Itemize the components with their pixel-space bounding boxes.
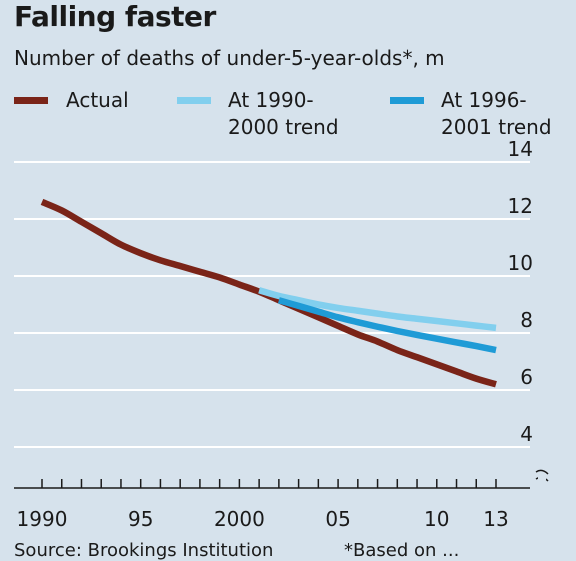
- legend-swatch-actual: [14, 97, 48, 104]
- y-tick-label: 10: [508, 251, 533, 275]
- legend-label-trend-1996-2001: At 1996- 2001 trend: [441, 87, 552, 141]
- source-note: Source: Brookings Institution: [14, 540, 274, 561]
- legend-label-trend-1996-2001-line2: 2001 trend: [441, 115, 552, 139]
- y-tick-label: 8: [520, 308, 533, 332]
- y-tick-label: 4: [520, 422, 533, 446]
- legend-label-trend-1990-2000: At 1990- 2000 trend: [228, 87, 339, 141]
- x-tick-label: 2000: [214, 507, 265, 531]
- legend-label-trend-1990-2000-line1: At 1990-: [228, 88, 314, 112]
- series-line-at-1990-2000-trend: [258, 287, 497, 332]
- x-tick-label: 10: [424, 507, 449, 531]
- legend-label-actual-line1: Actual: [66, 88, 129, 112]
- y-tick-label: 14: [508, 137, 533, 161]
- legend-swatch-trend-1996-2001: [390, 97, 424, 104]
- y-tick-label: 12: [508, 194, 533, 218]
- x-tick-label: 1990: [17, 507, 68, 531]
- axis-break-gap: [538, 473, 546, 480]
- chart-title: Falling faster: [14, 0, 216, 33]
- legend-swatch-trend-1990-2000: [177, 97, 211, 104]
- series-line-at-1996-2001-trend: [277, 297, 497, 354]
- legend-label-trend-1990-2000-line2: 2000 trend: [228, 115, 339, 139]
- legend-label-trend-1996-2001-line1: At 1996-: [441, 88, 527, 112]
- x-tick-label: 95: [128, 507, 153, 531]
- x-tick-label: 05: [325, 507, 350, 531]
- legend-label-actual: Actual: [66, 87, 129, 114]
- chart-subtitle: Number of deaths of under-5-year-olds*, …: [14, 46, 445, 70]
- y-tick-label: 6: [520, 365, 533, 389]
- x-tick-label: 13: [483, 507, 508, 531]
- footnote: *Based on ...: [344, 540, 460, 561]
